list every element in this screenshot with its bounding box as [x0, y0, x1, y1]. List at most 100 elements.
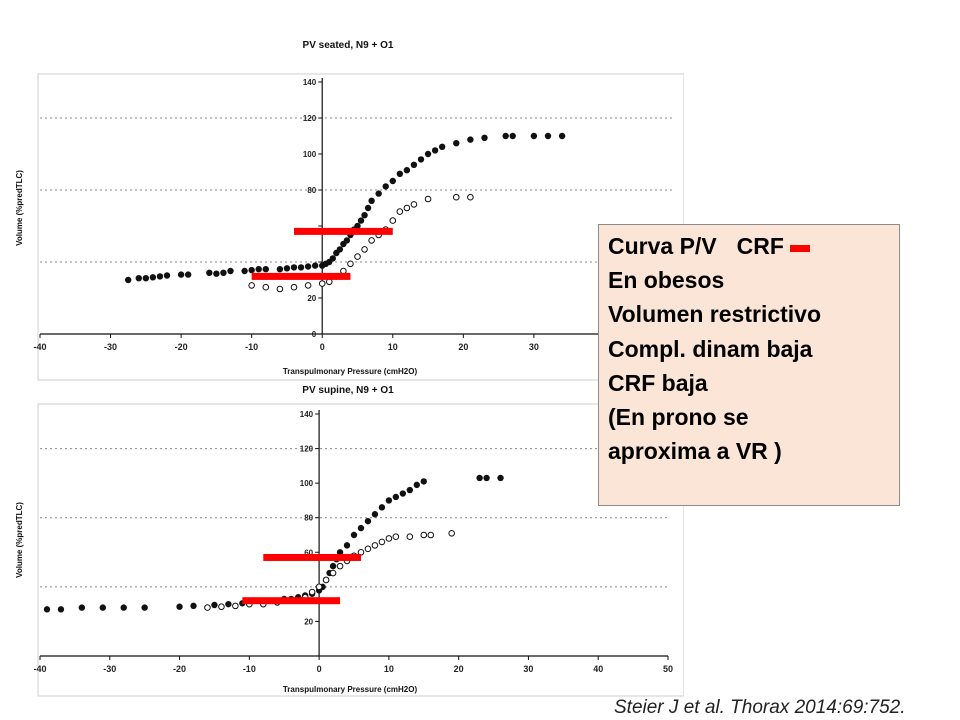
data-point-filled	[227, 267, 234, 275]
note-line-5: CRF baja	[608, 369, 708, 396]
data-point-open	[371, 542, 379, 549]
data-point-open	[427, 531, 435, 539]
data-point-filled	[142, 275, 150, 282]
data-point-open	[329, 569, 337, 577]
x-tick-label: -10	[245, 342, 258, 352]
data-point-filled	[304, 263, 312, 270]
red-marker-bar	[294, 227, 393, 235]
note-line-1: Curva P/V CRF	[608, 229, 891, 263]
x-tick-label: 0	[317, 664, 322, 674]
data-point-filled	[336, 549, 344, 556]
data-point-filled	[156, 273, 164, 280]
x-tick-label: -40	[33, 664, 46, 674]
note-line-3: Volumen restrictivo	[608, 301, 822, 328]
data-point-filled	[410, 161, 418, 168]
data-point-open	[385, 535, 393, 542]
data-point-filled	[368, 197, 375, 204]
y-tick-label: 100	[300, 479, 314, 488]
data-point-open	[361, 246, 368, 253]
data-point-open	[452, 193, 460, 201]
data-point-filled	[78, 604, 86, 611]
y-tick-label: 100	[303, 150, 317, 159]
data-point-filled	[392, 493, 400, 501]
data-point-open	[467, 193, 474, 201]
y-tick-label: 140	[303, 78, 317, 87]
y-axis-label: Volume (%predTLC)	[15, 170, 24, 246]
data-point-open	[290, 283, 298, 291]
data-point-filled	[248, 266, 255, 274]
data-point-filled	[225, 600, 232, 608]
data-point-filled	[241, 267, 248, 275]
y-tick-label: 80	[307, 186, 316, 195]
data-point-open	[218, 603, 225, 611]
data-point-filled	[213, 270, 220, 277]
data-point-filled	[177, 271, 185, 278]
data-point-open	[448, 529, 455, 537]
data-point-open	[392, 533, 400, 541]
data-point-open	[232, 602, 239, 610]
data-point-open	[396, 208, 404, 215]
data-point-filled	[336, 246, 344, 253]
data-point-filled	[483, 474, 490, 482]
data-point-filled	[163, 272, 171, 279]
data-point-filled	[413, 481, 420, 489]
y-tick-label: 0	[312, 330, 317, 339]
note-line-4: Compl. dinam baja	[608, 335, 813, 362]
data-point-open	[336, 562, 344, 570]
data-point-filled	[190, 602, 197, 610]
data-point-filled	[262, 266, 269, 273]
x-tick-label: -20	[173, 664, 186, 674]
data-point-filled	[124, 276, 132, 284]
data-point-filled	[57, 606, 65, 613]
red-marker-bar	[242, 597, 341, 605]
note-line-7: aproxima a VR )	[608, 438, 782, 465]
data-point-open	[424, 195, 432, 203]
data-point-open	[368, 237, 375, 244]
x-tick-label: 0	[320, 342, 325, 352]
data-point-filled	[481, 134, 488, 141]
y-tick-label: 140	[300, 410, 314, 419]
x-tick-label: 40	[593, 664, 603, 674]
data-point-filled	[329, 255, 337, 262]
data-point-filled	[502, 132, 509, 140]
data-point-open	[304, 282, 312, 289]
note-curve-label: Curva P/V	[608, 233, 717, 259]
data-point-filled	[431, 147, 439, 154]
data-point-open	[322, 576, 330, 584]
data-point-open	[204, 604, 211, 611]
data-point-open	[354, 253, 361, 260]
plot-frame	[37, 403, 684, 697]
data-point-filled	[467, 136, 474, 143]
x-tick-label: -10	[243, 664, 256, 674]
data-point-open	[248, 282, 255, 289]
data-point-filled	[530, 132, 538, 140]
summary-note-box: Curva P/V CRF En obesos Volumen restricti…	[598, 224, 900, 506]
data-point-open	[406, 533, 414, 541]
data-point-filled	[382, 183, 389, 190]
data-point-filled	[396, 170, 404, 177]
y-axis-label: Volume (%predTLC)	[15, 502, 24, 578]
data-point-filled	[364, 517, 372, 525]
data-point-open	[410, 201, 418, 208]
x-axis-label: Transpulmonary Pressure (cmH2O)	[283, 685, 418, 694]
plot-frame	[37, 73, 684, 381]
y-tick-label: 20	[304, 617, 313, 626]
data-point-filled	[544, 132, 552, 140]
y-tick-label: 60	[304, 548, 313, 557]
x-tick-label: 20	[458, 342, 468, 352]
data-point-open	[276, 285, 284, 293]
x-tick-label: 10	[388, 342, 398, 352]
data-point-open	[308, 588, 316, 596]
data-point-filled	[135, 275, 142, 282]
data-point-filled	[420, 478, 427, 485]
data-point-filled	[255, 266, 262, 273]
data-point-filled	[176, 603, 183, 610]
x-tick-label: 20	[454, 664, 464, 674]
chart-title: PV supine, N9 + O1	[302, 385, 394, 396]
data-point-filled	[149, 274, 157, 281]
red-dash-icon	[789, 245, 810, 253]
note-line-2: En obesos	[608, 267, 725, 294]
data-point-open	[378, 538, 386, 546]
